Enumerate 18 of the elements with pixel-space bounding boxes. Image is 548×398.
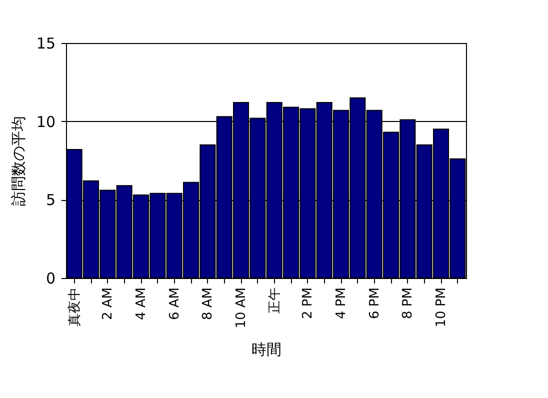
x-tick-label: 真夜中 — [66, 288, 82, 326]
x-tick-label: 8 PM — [400, 288, 416, 319]
y-tick-label: 10 — [36, 112, 56, 131]
y-axis-title: 訪問数の平均 — [9, 116, 28, 206]
y-tick-label: 15 — [36, 34, 56, 52]
y-tick-label: 5 — [46, 191, 56, 210]
x-tick-label: 10 AM — [234, 288, 249, 328]
x-tick-label: 6 AM — [167, 288, 182, 320]
x-tick-label: 4 PM — [334, 288, 349, 319]
x-axis-title: 時間 — [252, 340, 282, 358]
x-tick-label: 6 PM — [367, 288, 382, 319]
x-tick-label: 2 AM — [100, 288, 116, 320]
x-tick-label: 4 AM — [134, 288, 149, 320]
x-tick-label: 2 PM — [300, 288, 316, 319]
x-tick-label: 10 PM — [434, 288, 449, 328]
x-tick-label: 正午 — [267, 288, 282, 314]
x-tick-label: 8 AM — [200, 288, 216, 320]
y-tick-label: 0 — [46, 270, 56, 288]
